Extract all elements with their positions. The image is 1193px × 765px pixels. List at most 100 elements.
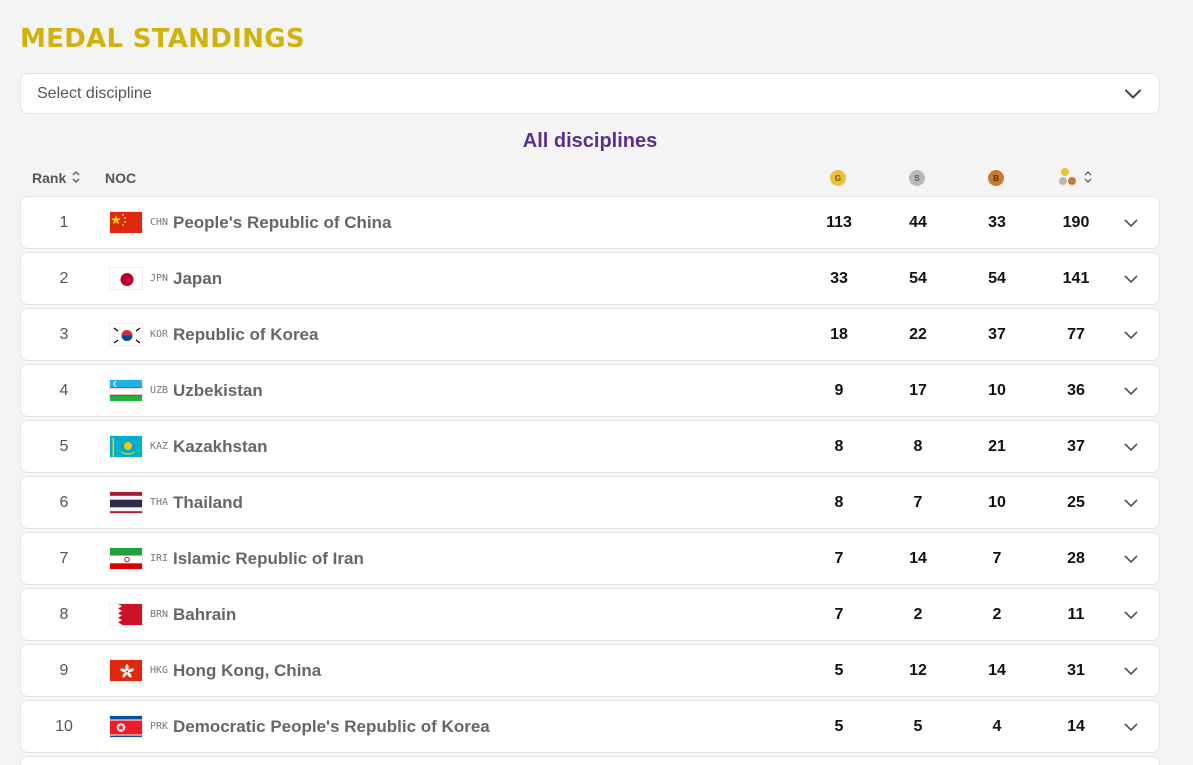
table-row[interactable]: 4 UZB Uzbekistan 9 17 10 36: [20, 364, 1160, 417]
country-name[interactable]: Kazakhstan: [173, 436, 268, 456]
north-korea-flag-icon: [109, 715, 143, 738]
total-count: 141: [1062, 269, 1090, 287]
country-name[interactable]: Bahrain: [173, 604, 237, 624]
chevron-down-icon[interactable]: [1119, 421, 1143, 472]
chevron-down-icon[interactable]: [1119, 197, 1143, 248]
uzbekistan-flag-icon: [109, 379, 143, 402]
silver-count: 22: [909, 325, 927, 343]
bronze-count: 10: [988, 381, 1006, 399]
noc-code: PRK: [150, 721, 169, 732]
chevron-down-icon[interactable]: [1119, 645, 1143, 696]
gold-count: 5: [834, 661, 844, 679]
bronze-column-header: B: [988, 168, 1004, 188]
noc-code: THA: [150, 497, 169, 508]
bronze-count: 10: [988, 493, 1006, 511]
country-name[interactable]: Republic of Korea: [173, 324, 319, 344]
chevron-down-icon[interactable]: [1119, 309, 1143, 360]
silver-column-header: S: [909, 168, 925, 188]
total-count: 28: [1067, 549, 1085, 567]
table-row[interactable]: 1 CHN People's Republic of China 113 44 …: [20, 196, 1160, 249]
total-count: 36: [1067, 381, 1085, 399]
country-name[interactable]: Democratic People's Republic of Korea: [173, 716, 490, 736]
total-count: 37: [1067, 437, 1085, 455]
kazakhstan-flag-icon: [109, 435, 143, 458]
discipline-select[interactable]: Select discipline: [20, 73, 1160, 114]
chevron-down-icon[interactable]: [1119, 533, 1143, 584]
country-name[interactable]: Hong Kong, China: [173, 660, 322, 680]
thailand-flag-icon: [109, 491, 143, 514]
total-count: 190: [1062, 213, 1090, 231]
noc-code: KOR: [150, 329, 169, 340]
sort-icon: [1084, 170, 1092, 187]
chevron-down-icon[interactable]: [1119, 365, 1143, 416]
iran-flag-icon: [109, 547, 143, 570]
gold-count: 5: [834, 717, 844, 735]
silver-count: 54: [909, 269, 927, 287]
total-count: 25: [1067, 493, 1085, 511]
bronze-count: 4: [992, 717, 1002, 735]
chevron-down-icon[interactable]: [1119, 477, 1143, 528]
total-count: 31: [1067, 661, 1085, 679]
country-name[interactable]: People's Republic of China: [173, 212, 392, 232]
bronze-count: 21: [988, 437, 1006, 455]
korea-flag-icon: [109, 323, 143, 346]
table-row[interactable]: 7 IRI Islamic Republic of Iran 7 14 7 28: [20, 532, 1160, 585]
rank-cell: 4: [59, 381, 69, 399]
silver-count: 2: [913, 605, 923, 623]
rank-cell: 6: [59, 493, 69, 511]
bronze-count: 54: [988, 269, 1006, 287]
noc-code: IRI: [150, 553, 169, 564]
gold-count: 113: [826, 213, 852, 231]
rank-cell: 9: [59, 661, 69, 679]
bronze-count: 33: [988, 213, 1006, 231]
table-row-partial: [20, 756, 1160, 765]
total-count: 14: [1067, 717, 1085, 735]
chevron-down-icon[interactable]: [1119, 253, 1143, 304]
table-row[interactable]: 5 KAZ Kazakhstan 8 8 21 37: [20, 420, 1160, 473]
silver-count: 14: [909, 549, 927, 567]
bahrain-flag-icon: [109, 603, 143, 626]
table-row[interactable]: 10 PRK Democratic People's Republic of K…: [20, 700, 1160, 753]
chevron-down-icon[interactable]: [1119, 701, 1143, 752]
silver-count: 17: [909, 381, 927, 399]
discipline-subtitle: All disciplines: [522, 130, 658, 152]
bronze-count: 14: [988, 661, 1006, 679]
table-row[interactable]: 8 BRN Bahrain 7 2 2 11: [20, 588, 1160, 641]
japan-flag-icon: [109, 267, 143, 290]
hong-kong-flag-icon: [109, 659, 143, 682]
country-name[interactable]: Uzbekistan: [173, 380, 263, 400]
rank-cell: 3: [59, 325, 69, 343]
rank-column-header[interactable]: Rank: [32, 168, 80, 188]
gold-column-header: G: [830, 168, 846, 188]
discipline-select-placeholder: Select discipline: [37, 84, 152, 102]
country-name[interactable]: Japan: [173, 268, 223, 288]
gold-count: 8: [834, 493, 844, 511]
total-count: 11: [1067, 605, 1085, 623]
table-row[interactable]: 9 HKG Hong Kong, China 5 12 14 31: [20, 644, 1160, 697]
bronze-count: 37: [988, 325, 1006, 343]
gold-count: 7: [834, 549, 844, 567]
total-column-header[interactable]: [1058, 167, 1092, 190]
gold-count: 33: [830, 269, 848, 287]
bronze-count: 2: [992, 605, 1002, 623]
noc-code: UZB: [150, 385, 169, 396]
table-row[interactable]: 6 THA Thailand 8 7 10 25: [20, 476, 1160, 529]
noc-header-label: NOC: [105, 170, 137, 186]
total-count: 77: [1067, 325, 1085, 343]
gold-count: 18: [830, 325, 848, 343]
silver-count: 8: [913, 437, 923, 455]
country-name[interactable]: Islamic Republic of Iran: [173, 548, 364, 568]
gold-count: 9: [834, 381, 844, 399]
table-row[interactable]: 2 JPN Japan 33 54 54 141: [20, 252, 1160, 305]
chevron-down-icon: [1125, 89, 1141, 99]
chevron-down-icon[interactable]: [1119, 589, 1143, 640]
noc-column-header: NOC: [105, 168, 136, 188]
table-row[interactable]: 3 KOR Republic of Korea 18 22 37 77: [20, 308, 1160, 361]
gold-count: 7: [834, 605, 844, 623]
page-title: MEDAL STANDINGS: [20, 24, 305, 54]
gold-count: 8: [834, 437, 844, 455]
rank-cell: 2: [59, 269, 69, 287]
total-medals-icon: [1058, 167, 1078, 190]
country-name[interactable]: Thailand: [173, 492, 243, 512]
noc-code: BRN: [150, 609, 169, 620]
